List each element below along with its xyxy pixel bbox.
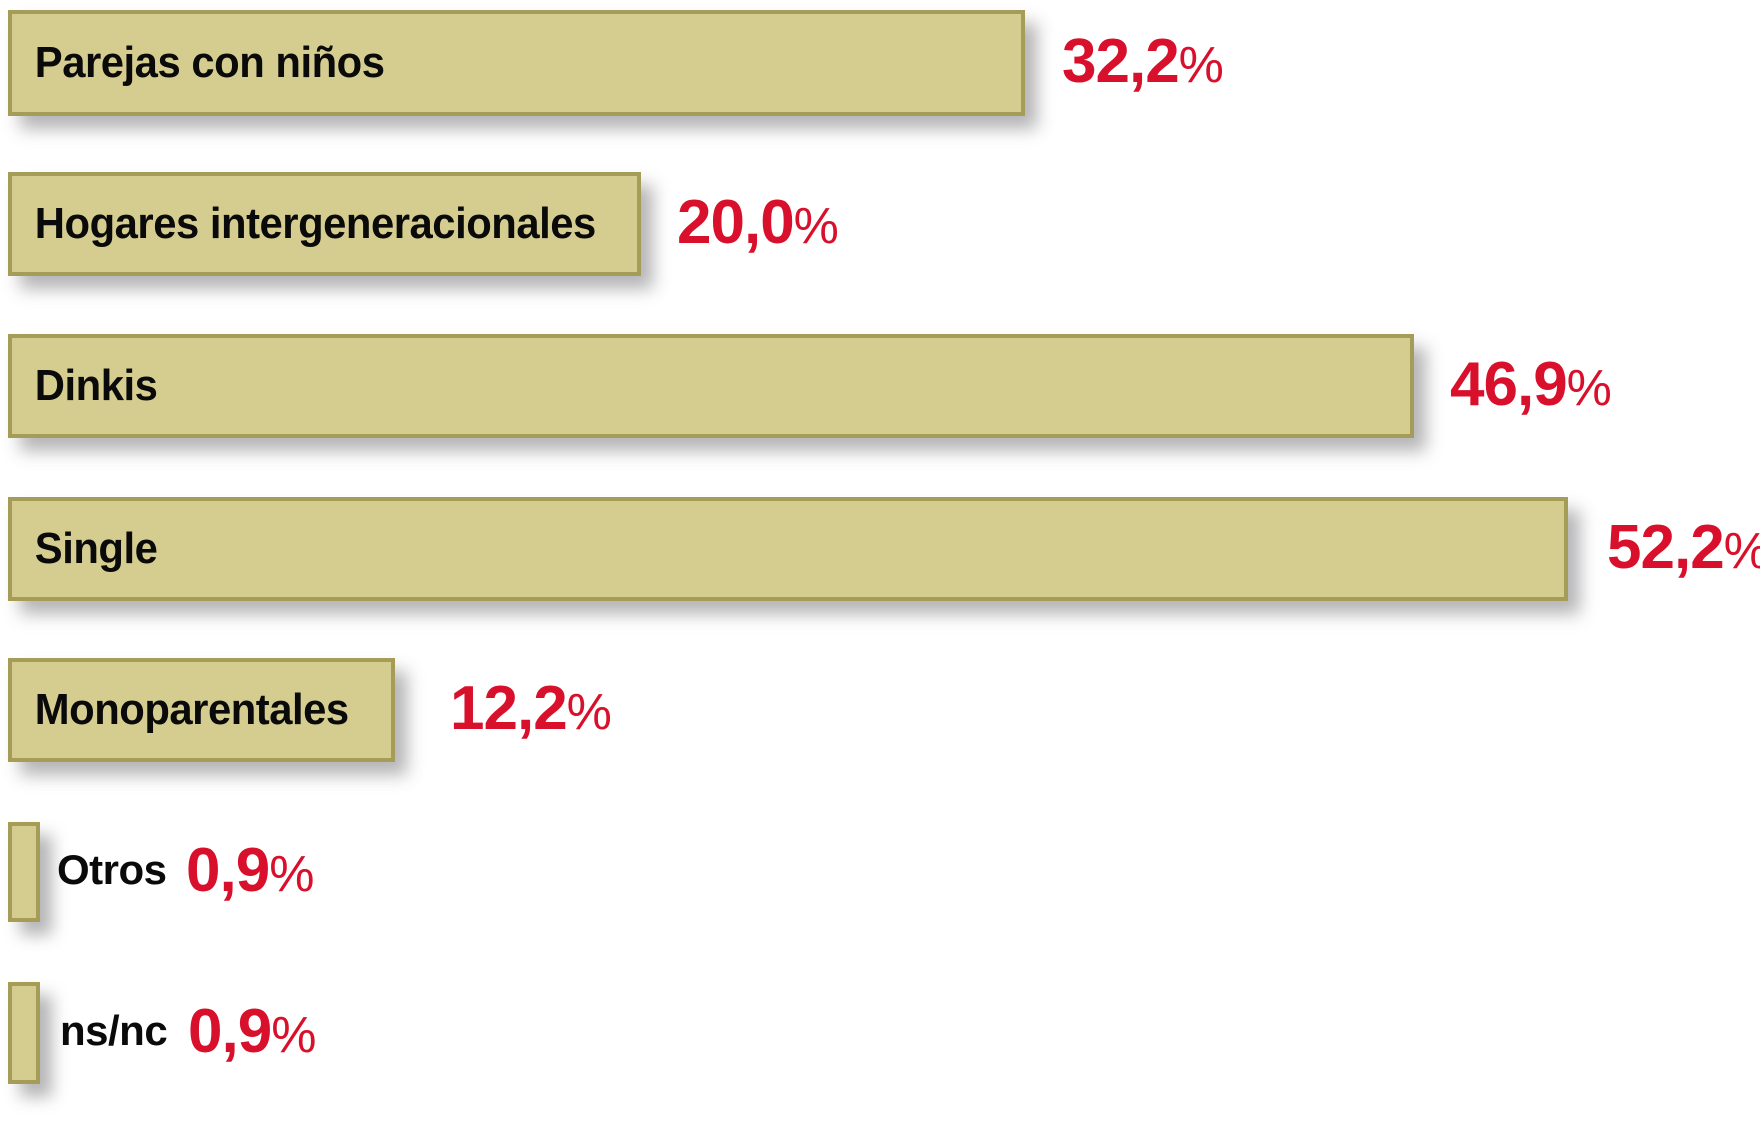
percent-sign: % [1178, 35, 1224, 93]
chart-row: ns/nc 0,9% [0, 982, 1760, 1084]
percent-sign: % [271, 1005, 317, 1063]
bar: Monoparentales [8, 658, 395, 762]
percent-sign: % [1566, 358, 1612, 416]
chart-row: Hogares intergeneracionales 20,0% [0, 172, 1760, 276]
bar [8, 982, 40, 1084]
chart-row: Dinkis 46,9% [0, 334, 1760, 438]
chart-row: Monoparentales 12,2% [0, 658, 1760, 762]
chart-row: Parejas con niños 32,2% [0, 10, 1760, 116]
value-label: 20,0% [677, 191, 839, 254]
category-label: Otros [57, 846, 167, 894]
bar: Dinkis [8, 334, 1414, 438]
percent-sign: % [1724, 522, 1760, 579]
value-label: 46,9% [1450, 353, 1612, 416]
value-label: 0,9% [188, 1000, 317, 1063]
value-number: 12,2 [450, 673, 568, 743]
value-label: 52,2% [1607, 516, 1760, 579]
percent-sign: % [793, 196, 839, 254]
value-label: 0,9% [186, 839, 315, 902]
percent-sign: % [269, 844, 315, 902]
value-number: 46,9 [1450, 349, 1568, 419]
value-number: 20,0 [677, 187, 795, 257]
category-label: Monoparentales [34, 685, 349, 734]
value-number: 52,2 [1607, 512, 1725, 582]
bar [8, 822, 40, 922]
value-label: 32,2% [1062, 30, 1224, 93]
category-label: Dinkis [34, 361, 158, 410]
category-label: Hogares intergeneracionales [34, 199, 596, 248]
chart-row: Otros 0,9% [0, 822, 1760, 922]
chart-row: Single 52,2% [0, 497, 1760, 601]
value-number: 0,9 [186, 835, 270, 905]
category-label: Single [34, 524, 158, 573]
value-number: 0,9 [188, 996, 272, 1066]
bar: Single [8, 497, 1568, 601]
value-label: 12,2% [450, 677, 612, 740]
percent-sign: % [566, 682, 612, 740]
bar: Hogares intergeneracionales [8, 172, 641, 276]
bar: Parejas con niños [8, 10, 1025, 116]
category-label: Parejas con niños [34, 38, 385, 87]
value-number: 32,2 [1062, 26, 1180, 96]
category-label: ns/nc [60, 1007, 168, 1055]
